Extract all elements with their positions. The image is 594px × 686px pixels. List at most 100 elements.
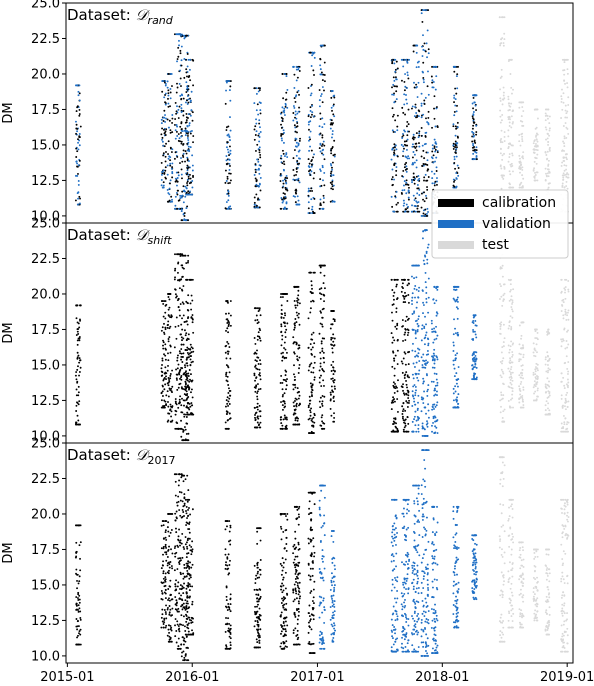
data-point [322, 293, 325, 296]
data-point [435, 299, 438, 302]
data-point [184, 134, 187, 137]
data-point [319, 64, 322, 67]
data-point [472, 316, 475, 319]
data-point [521, 398, 524, 401]
data-point [424, 96, 427, 99]
data-point [457, 65, 459, 68]
data-point [416, 407, 419, 410]
data-point [190, 346, 193, 349]
data-point [392, 93, 395, 96]
data-point [321, 347, 324, 350]
data-point [294, 191, 297, 194]
data-point [226, 177, 229, 180]
data-point [415, 389, 417, 392]
data-point [171, 121, 174, 124]
data-point [181, 411, 184, 414]
data-point [427, 93, 430, 96]
data-point [174, 555, 177, 558]
data-point [562, 172, 565, 175]
data-point [188, 413, 191, 416]
data-point [548, 409, 551, 412]
data-point [311, 113, 313, 116]
data-point [402, 383, 404, 386]
data-point [186, 156, 189, 159]
data-point [285, 416, 288, 419]
data-point [560, 427, 563, 430]
data-point [394, 325, 397, 328]
data-point [175, 33, 178, 36]
data-point [420, 206, 423, 209]
data-point [544, 391, 547, 394]
data-point [472, 107, 475, 110]
data-point [185, 91, 188, 93]
data-point [472, 142, 474, 145]
data-point [500, 394, 503, 396]
data-point [536, 381, 539, 384]
data-point [393, 357, 396, 360]
data-point [392, 384, 395, 387]
data-point [225, 357, 228, 360]
data-point [518, 140, 521, 143]
data-point [257, 307, 260, 310]
data-point [180, 107, 183, 110]
data-point [334, 370, 336, 372]
data-point [281, 106, 284, 109]
y-axis-label: DM [1, 102, 16, 123]
data-point [563, 327, 566, 330]
data-point [508, 324, 511, 327]
data-point [319, 264, 322, 267]
data-point [176, 180, 179, 183]
data-point [512, 170, 514, 173]
data-point [178, 287, 181, 290]
data-point [166, 526, 169, 529]
data-point [76, 150, 79, 153]
data-point [177, 535, 180, 538]
data-point [499, 322, 501, 325]
data-point [187, 190, 190, 193]
data-point [160, 161, 163, 164]
data-point [471, 140, 474, 143]
data-point [423, 143, 426, 146]
data-point [503, 152, 505, 155]
data-point [298, 106, 301, 109]
data-point [323, 287, 326, 290]
data-point [323, 370, 325, 373]
data-point [417, 394, 420, 397]
data-point [391, 129, 394, 132]
data-point [284, 195, 287, 198]
data-point [189, 146, 192, 149]
data-point [167, 364, 169, 367]
data-point [405, 98, 408, 101]
data-point [406, 87, 408, 89]
data-point [313, 421, 316, 424]
data-point [416, 114, 419, 117]
data-point [258, 307, 261, 310]
data-point [191, 193, 194, 196]
data-point [424, 281, 427, 284]
data-point [310, 208, 313, 211]
data-point [416, 192, 419, 195]
data-point [406, 134, 409, 137]
data-point [395, 78, 397, 81]
data-point [331, 161, 334, 164]
data-point [319, 68, 322, 71]
data-point [503, 16, 506, 19]
data-point [309, 343, 312, 345]
data-point [293, 124, 296, 127]
data-point [176, 623, 179, 626]
data-point [414, 424, 417, 427]
data-point [295, 178, 298, 181]
data-point [507, 142, 510, 145]
data-point [164, 626, 167, 629]
data-point [255, 352, 258, 355]
data-point [503, 97, 506, 100]
data-point [411, 390, 414, 393]
data-point [170, 640, 173, 643]
data-point [165, 394, 168, 397]
data-point [189, 79, 192, 82]
data-point [309, 307, 312, 310]
data-point [500, 351, 503, 354]
data-point [307, 369, 310, 372]
data-point [176, 135, 179, 137]
data-point [166, 86, 169, 89]
